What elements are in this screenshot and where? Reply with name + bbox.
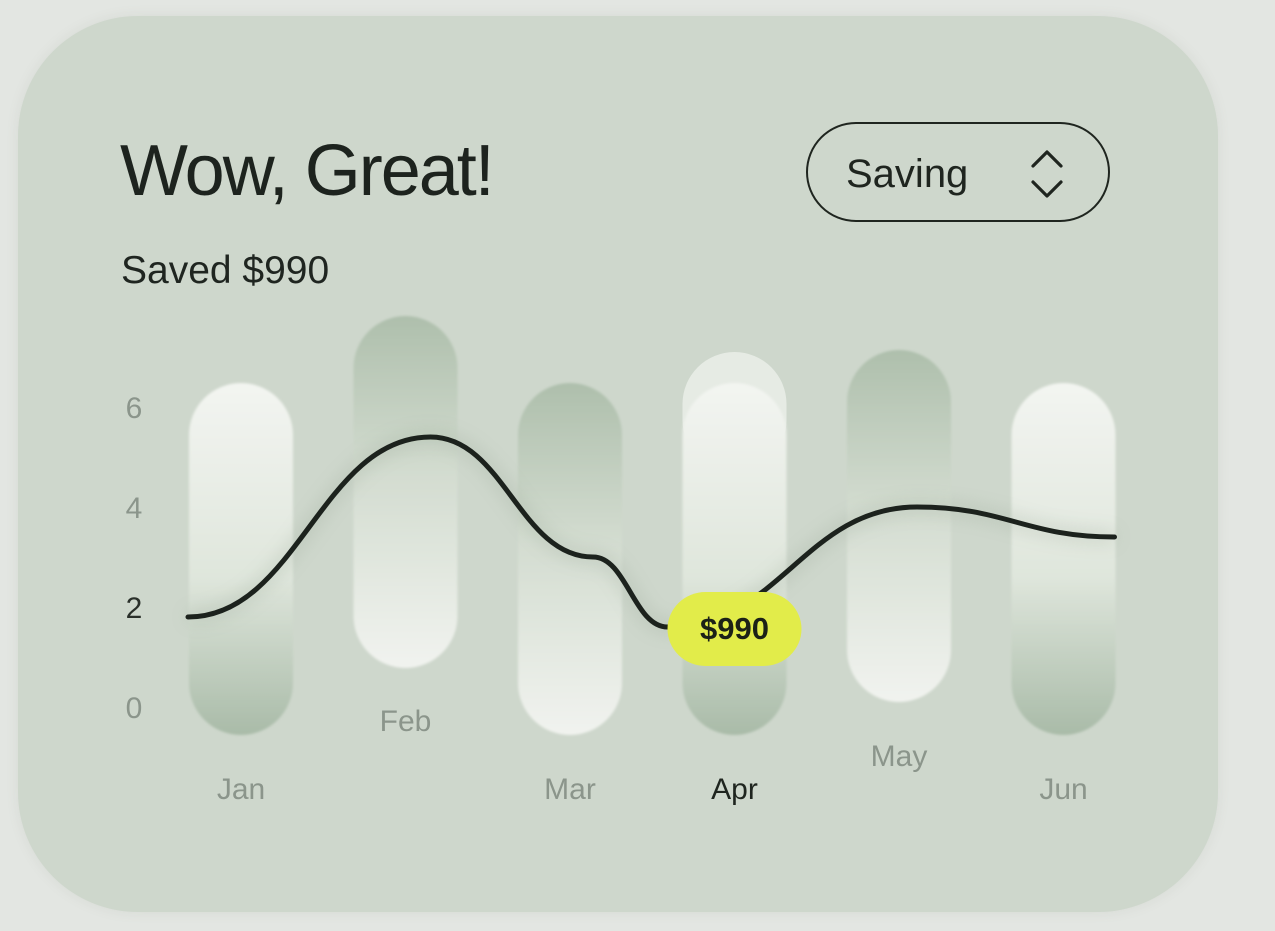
pill-bars: [189, 316, 1116, 735]
x-tick-jun[interactable]: Jun: [1039, 773, 1087, 806]
saving-dropdown-button[interactable]: Saving: [806, 122, 1110, 222]
x-axis: Jan Feb Mar Apr May Jun: [217, 705, 1088, 806]
y-tick-6: 6: [126, 392, 143, 425]
savings-line: [185, 434, 1117, 630]
pill-bar-jun[interactable]: [1011, 383, 1116, 735]
y-tick-2: 2: [126, 592, 143, 625]
y-tick-0: 0: [126, 692, 143, 725]
pill-bar-apr[interactable]: [682, 383, 787, 735]
pill-bar-mar[interactable]: [518, 383, 622, 735]
y-tick-4: 4: [126, 492, 143, 525]
x-tick-may[interactable]: May: [871, 740, 928, 773]
value-badge[interactable]: $990: [667, 592, 802, 666]
chevron-up-down-icon: [1031, 150, 1063, 198]
saved-amount-subtitle: Saved $990: [121, 249, 330, 292]
pill-bar-jan[interactable]: [189, 383, 293, 735]
savings-line-shadow: [187, 432, 1115, 632]
saving-dropdown-label: Saving: [846, 152, 969, 196]
y-axis: 6 4 2 0: [126, 392, 143, 725]
x-tick-apr[interactable]: Apr: [711, 773, 758, 806]
x-tick-jan[interactable]: Jan: [217, 773, 265, 806]
x-tick-mar[interactable]: Mar: [544, 773, 596, 806]
x-tick-feb[interactable]: Feb: [380, 705, 432, 738]
page-title: Wow, Great!: [120, 131, 495, 211]
value-badge-label: $990: [700, 611, 769, 646]
pill-bar-may[interactable]: [847, 350, 951, 702]
pill-bar-feb[interactable]: [353, 316, 458, 668]
value-badge-bg: [667, 592, 802, 666]
